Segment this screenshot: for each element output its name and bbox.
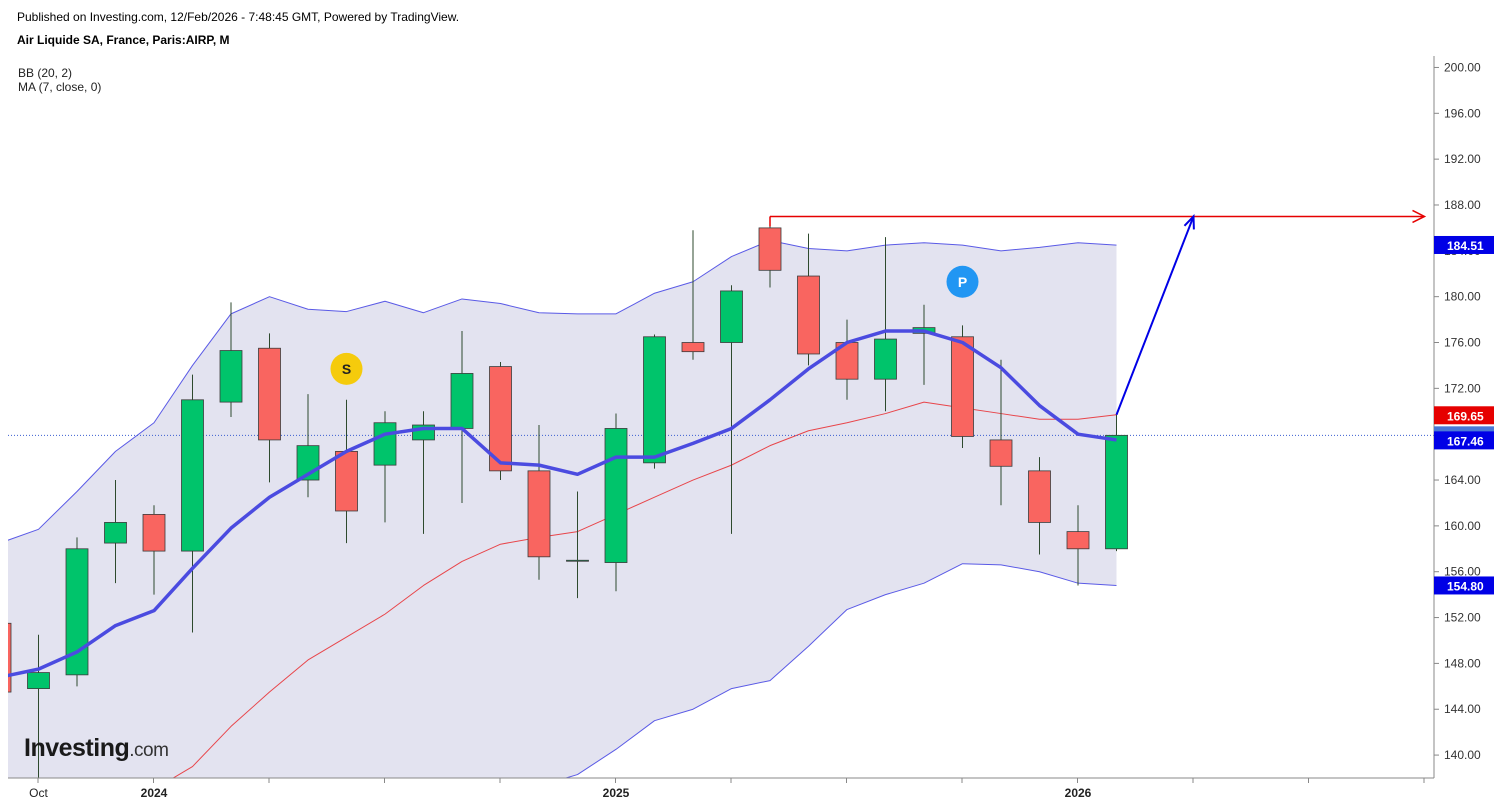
candle-down (489, 366, 512, 472)
price-tag-box (1434, 406, 1494, 425)
target-arrowhead (1412, 209, 1427, 224)
candle-down (681, 342, 705, 353)
signal-badge-label: S (342, 361, 351, 377)
projection-arrowhead (1183, 214, 1195, 230)
plot-area: SP (8, 209, 1434, 778)
candle-up (27, 672, 50, 690)
investing-logo: Investing.com (24, 734, 169, 763)
price-tick-label: 180.00 (1444, 290, 1481, 304)
price-tag-label: 184.51 (1447, 239, 1484, 253)
ma7-line (8, 329, 1117, 678)
bb-upper-line (8, 240, 1117, 541)
price-tick-label: 144.00 (1444, 702, 1481, 716)
price-tick-label: 176.00 (1444, 336, 1481, 350)
signal-badge (946, 265, 979, 298)
candle-down (1066, 531, 1090, 550)
price-tag-box (1434, 235, 1494, 254)
candle-down (989, 439, 1013, 467)
projection-arrow (1115, 216, 1195, 416)
candle-up (104, 522, 127, 544)
signal-badge-label: P (958, 274, 967, 290)
bb-indicator-label[interactable]: BB (20, 2) (18, 66, 73, 80)
price-tag-box (1434, 431, 1494, 450)
time-axis-label: 2026 (1065, 786, 1092, 800)
logo-suffix: .com (129, 740, 169, 761)
price-tick-label: 152.00 (1444, 611, 1481, 625)
candle-up (65, 548, 89, 676)
candle-up (373, 422, 397, 466)
bollinger-band-fill (8, 240, 1117, 778)
price-tick-label: 200.00 (1444, 60, 1481, 74)
candle-up (181, 399, 204, 552)
price-tag-label: 167.46 (1447, 434, 1484, 448)
candle-up (1105, 434, 1128, 550)
price-tick-label: 164.00 (1444, 473, 1481, 487)
price-tick-label: 148.00 (1444, 656, 1481, 670)
candle-down (8, 622, 12, 693)
candle-down (1028, 470, 1051, 523)
time-axis-label: 2024 (141, 786, 168, 800)
price-tag-label: 154.80 (1447, 579, 1484, 593)
bb-lower-line (564, 563, 1117, 778)
price-tick-label: 188.00 (1444, 198, 1481, 212)
time-axis-label: 2025 (603, 786, 630, 800)
candle-down (335, 450, 358, 512)
candle-up (450, 373, 474, 429)
candle-down (258, 347, 281, 441)
candle-down (527, 470, 551, 558)
candle-up (604, 428, 628, 563)
price-tick-label: 172.00 (1444, 381, 1481, 395)
price-tick-label: 160.00 (1444, 519, 1481, 533)
candle-down (758, 227, 782, 271)
candle-down (142, 514, 166, 552)
price-tick-label: 196.00 (1444, 106, 1481, 120)
published-caption: Published on Investing.com, 12/Feb/2026 … (17, 10, 460, 24)
price-tag-label: 169.65 (1447, 409, 1484, 423)
candle-up (643, 336, 666, 464)
candle-up (720, 290, 743, 343)
candle-up (874, 338, 897, 380)
candle-up (219, 350, 243, 403)
price-tick-label: 140.00 (1444, 748, 1481, 762)
time-axis-label: Oct (29, 786, 48, 800)
candle-up (566, 559, 589, 562)
logo-main: Investing (24, 734, 130, 762)
symbol-title: Air Liquide SA, France, Paris:AIRP, M (17, 33, 230, 47)
price-tick-label: 192.00 (1444, 152, 1481, 166)
ma-indicator-label[interactable]: MA (7, close, 0) (18, 80, 102, 94)
signal-badge (330, 352, 363, 385)
candle-down (797, 275, 820, 355)
price-tag-box (1434, 576, 1494, 595)
price-tick-label: 156.00 (1444, 565, 1481, 579)
candle-down (951, 336, 974, 437)
